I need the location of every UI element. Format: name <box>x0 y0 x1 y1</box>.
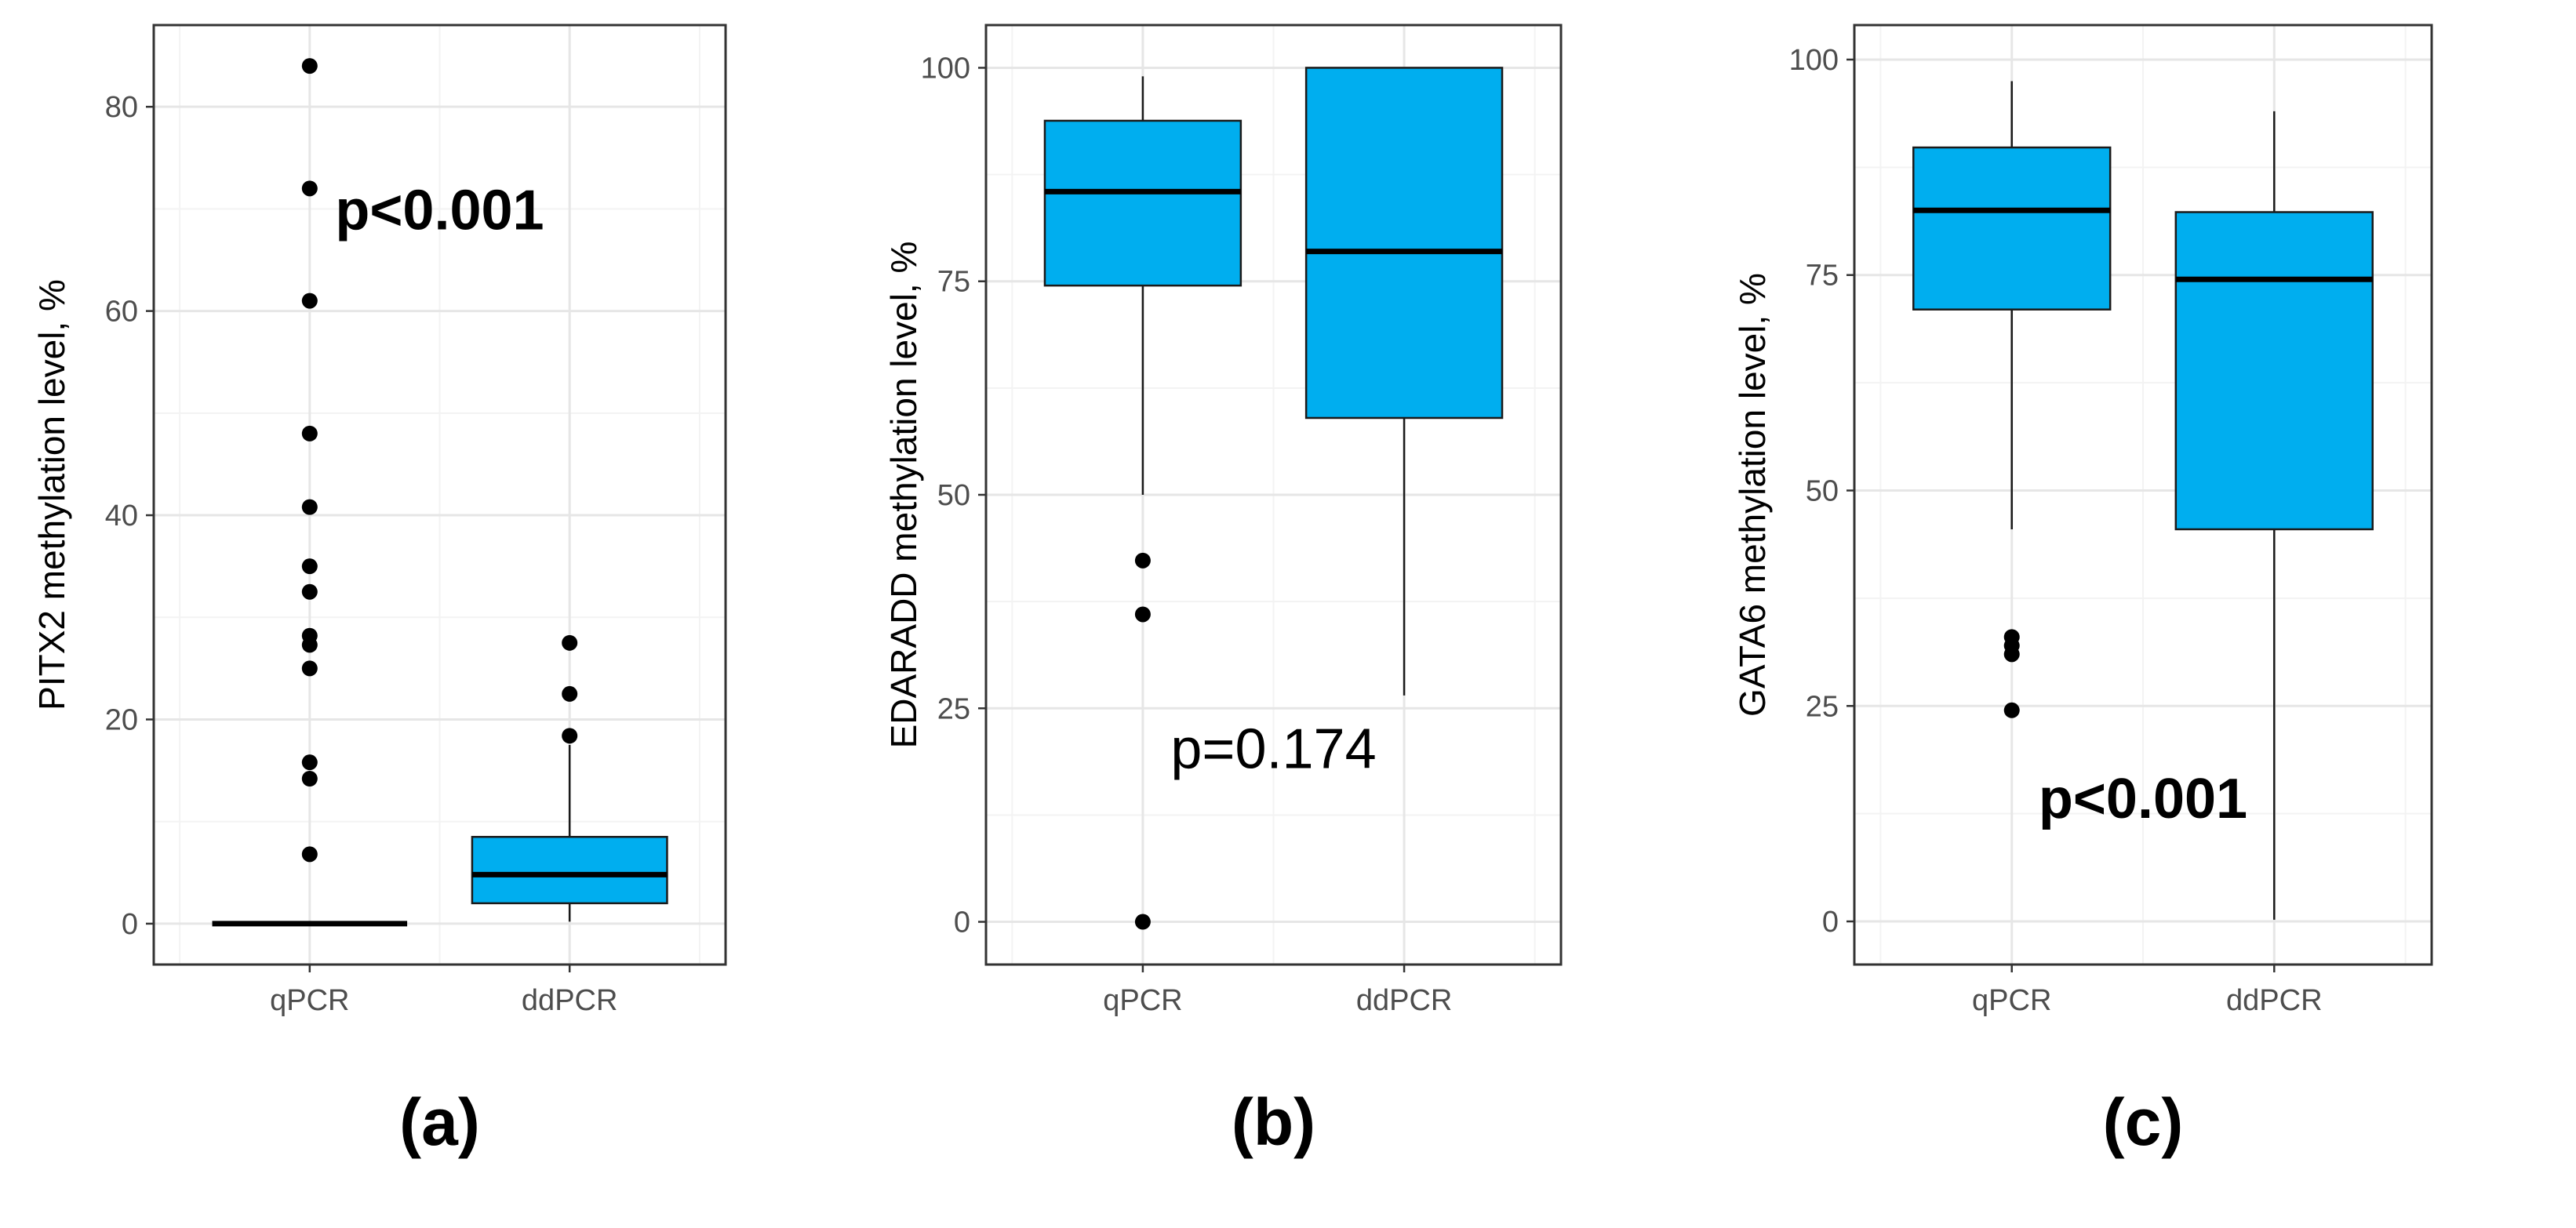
y-tick-label: 20 <box>105 703 138 736</box>
p-value-annotation: p=0.174 <box>1170 718 1376 781</box>
x-tick-label: ddPCR <box>2226 984 2323 1017</box>
y-tick-label: 100 <box>1789 44 1839 77</box>
panel-c: 0 25 50 75 100 qPCR ddPCR GATA6 methylation lev… <box>1732 24 2433 1159</box>
panel-border <box>1853 24 2433 966</box>
x-tick-label: qPCR <box>1103 984 1182 1017</box>
panel-label: (b) <box>1232 1085 1315 1159</box>
outlier-point <box>301 771 318 787</box>
x-tick-label: qPCR <box>1972 984 2051 1017</box>
y-tick-label: 25 <box>937 692 970 725</box>
y-tick-label: 0 <box>1822 906 1839 939</box>
x-tick-label: ddPCR <box>1356 984 1453 1017</box>
box-qpcr <box>1043 76 1243 930</box>
outlier-point <box>1134 606 1151 623</box>
x-tick-label: ddPCR <box>522 984 618 1017</box>
x-tick-label: qPCR <box>270 984 349 1017</box>
outlier-point <box>301 583 318 600</box>
outlier-point <box>2003 702 2020 718</box>
outlier-point <box>2003 629 2020 645</box>
y-tick-label: 50 <box>937 479 970 512</box>
panel-border <box>152 24 727 966</box>
y-tick-label: 75 <box>1806 260 1839 292</box>
y-tick-label: 100 <box>921 52 970 85</box>
y-tick-label: 25 <box>1806 690 1839 723</box>
box-ddpcr <box>1304 67 1504 696</box>
y-tick-label: 0 <box>122 908 138 941</box>
outlier-point <box>562 634 578 651</box>
box-qpcr <box>212 58 408 927</box>
outlier-point <box>301 660 318 677</box>
y-axis-label: PITX2 methylation level, % <box>31 279 72 710</box>
y-axis-label: EDARADD methylation level, % <box>883 242 924 749</box>
y-tick-label: 0 <box>954 906 970 939</box>
outlier-point <box>301 425 318 441</box>
box-iqr <box>1912 146 2112 311</box>
outlier-point <box>301 754 318 771</box>
p-value-annotation: p<0.001 <box>335 179 544 242</box>
y-tick-label: 75 <box>937 266 970 299</box>
box-ddpcr <box>471 634 668 922</box>
outlier-point <box>301 292 318 309</box>
outlier-point <box>1134 914 1151 930</box>
box-iqr <box>1043 119 1243 287</box>
outlier-point <box>562 728 578 744</box>
y-tick-label: 80 <box>105 91 138 124</box>
outlier-point <box>301 846 318 863</box>
outlier-point <box>301 627 318 644</box>
outlier-point <box>301 58 318 74</box>
box-iqr <box>471 835 668 905</box>
box-iqr <box>1304 67 1504 420</box>
outlier-point <box>301 180 318 197</box>
outlier-point <box>562 685 578 702</box>
panel-b: 0 25 50 75 100 qPCR ddPCR EDARADD methylation l… <box>883 24 1563 1159</box>
box-ddpcr <box>2174 111 2374 920</box>
panel-a: 0 20 40 60 80 qPCR ddPCR PITX2 methylation leve… <box>31 24 727 1159</box>
p-value-annotation: p<0.001 <box>2039 768 2247 830</box>
panel-label: (c) <box>2103 1085 2184 1159</box>
y-tick-label: 50 <box>1806 475 1839 508</box>
panel-label: (a) <box>399 1085 480 1159</box>
box-iqr <box>2174 211 2374 531</box>
outlier-point <box>301 499 318 515</box>
y-tick-label: 40 <box>105 500 138 532</box>
y-tick-label: 60 <box>105 296 138 329</box>
outlier-point <box>301 558 318 575</box>
box-qpcr <box>1912 81 2112 718</box>
outlier-point <box>1134 552 1151 569</box>
y-axis-label: GATA6 methylation level, % <box>1732 273 1773 717</box>
